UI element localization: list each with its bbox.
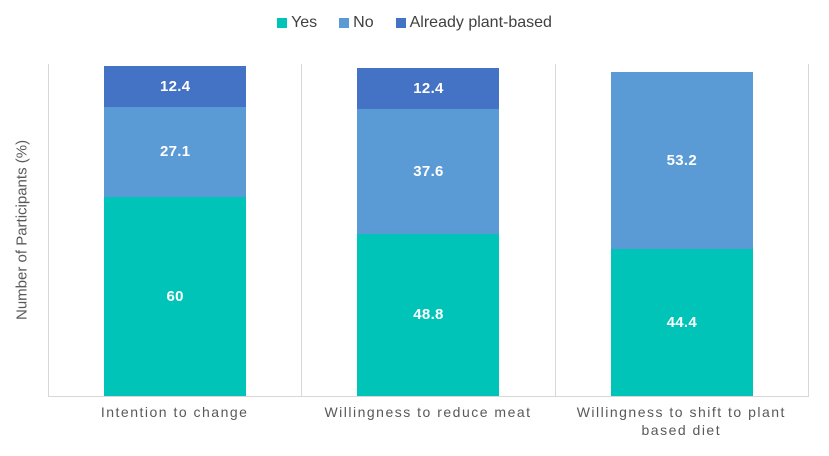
x-tick-label-text: Willingness to reduce meat: [324, 404, 532, 420]
legend-label: No: [353, 14, 374, 31]
legend-swatch-icon: [339, 18, 350, 28]
plot-area: 12.4 27.1 60 12.4 37.6 48.8 53.2 44.4: [48, 64, 809, 397]
data-label: 48.8: [413, 306, 444, 324]
bar-segment-yes: 44.4: [610, 248, 753, 396]
legend-swatch-icon: [395, 18, 406, 28]
legend-item-already-plant-based: Already plant-based: [395, 14, 552, 32]
x-tick-label-willingness-to-shift-to-plant-based-diet: Willingness to shift to plant based diet: [555, 403, 808, 439]
data-label: 44.4: [666, 313, 698, 331]
data-label: 12.4: [413, 80, 444, 98]
x-tick-label-text: Willingness to shift to plant based diet: [576, 404, 786, 438]
data-label: 27.1: [159, 143, 191, 161]
legend-label: Yes: [291, 14, 318, 31]
legend-item-yes: Yes: [277, 14, 317, 32]
x-tick-label-intention-to-change: Intention to change: [48, 403, 301, 439]
data-label: 37.6: [413, 163, 444, 181]
y-axis-title: Number of Participants (%): [13, 139, 31, 321]
data-label: 53.2: [666, 151, 698, 169]
legend-item-no: No: [339, 14, 374, 32]
legend-swatch-icon: [277, 18, 288, 28]
bar-segment-already-plant-based: 12.4: [104, 65, 247, 107]
category-panel-willingness-to-reduce-meat: 12.4 37.6 48.8: [302, 64, 556, 396]
bar-segment-no: 37.6: [357, 109, 500, 234]
bar-segment-no: 27.1: [104, 106, 247, 197]
category-panel-willingness-to-shift-to-plant-based-diet: 53.2 44.4: [556, 64, 809, 396]
legend: Yes No Already plant-based: [0, 14, 829, 32]
bar-segment-no: 53.2: [610, 71, 753, 249]
x-tick-label-willingness-to-reduce-meat: Willingness to reduce meat: [301, 403, 554, 439]
legend-label: Already plant-based: [409, 14, 552, 31]
bar-segment-yes: 48.8: [357, 233, 500, 396]
x-axis-labels: Intention to change Willingness to reduce…: [48, 403, 808, 439]
stacked-bar: 12.4 27.1 60: [104, 65, 247, 396]
bar-segment-already-plant-based: 12.4: [357, 68, 500, 110]
bar-segment-yes: 60: [104, 196, 247, 396]
data-label: 60: [166, 287, 184, 305]
category-panel-intention-to-change: 12.4 27.1 60: [49, 64, 303, 396]
data-label: 12.4: [159, 77, 191, 95]
stacked-bar: 53.2 44.4: [610, 71, 753, 396]
x-tick-label-text: Intention to change: [100, 404, 249, 420]
stacked-bar: 12.4 37.6 48.8: [357, 68, 500, 396]
